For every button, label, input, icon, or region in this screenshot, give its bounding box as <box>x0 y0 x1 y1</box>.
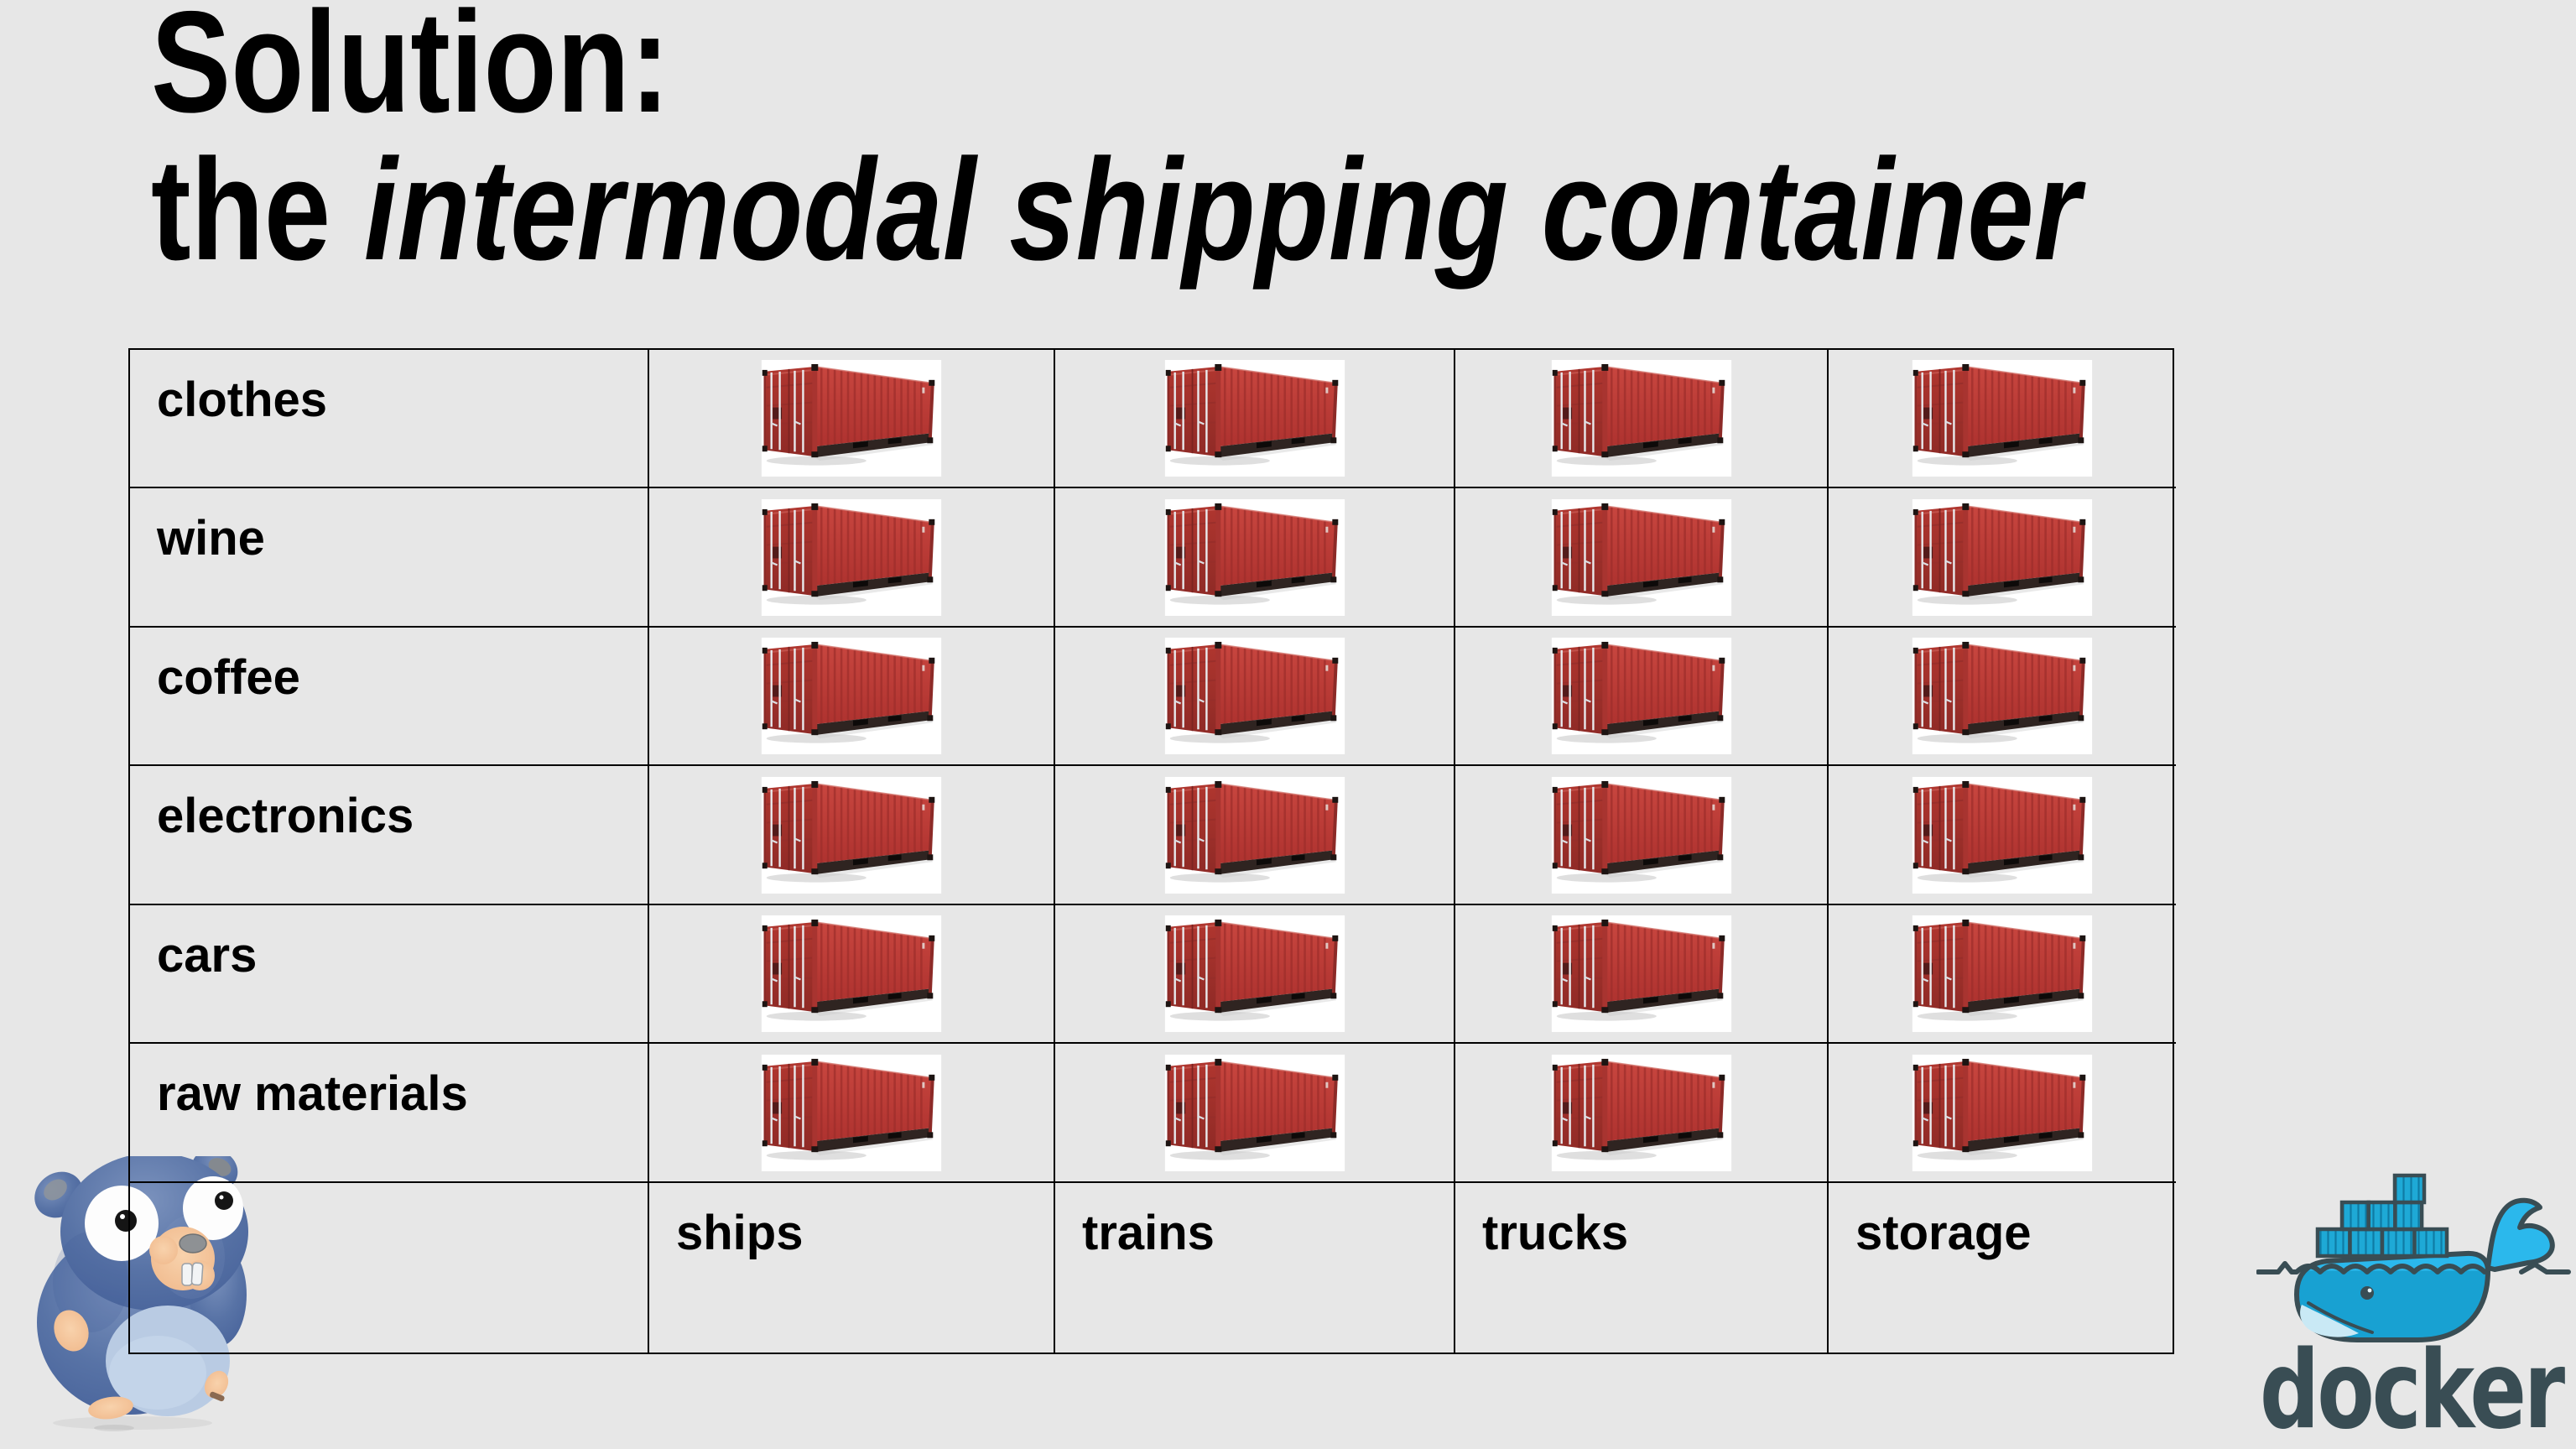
red-shipping-container-image <box>761 360 942 477</box>
waterline-wave <box>2256 1261 2571 1274</box>
cell-cars-trains <box>1055 905 1455 1044</box>
red-shipping-container-image <box>761 1055 942 1171</box>
cell-electronics-trains <box>1055 766 1455 905</box>
cell-cars-ships <box>649 905 1055 1044</box>
cell-raw-materials-ships <box>649 1044 1055 1183</box>
cell-clothes-storage <box>1829 350 2176 488</box>
row-label-coffee: coffee <box>130 628 649 766</box>
footer-empty-cell <box>130 1183 649 1353</box>
column-label-storage: storage <box>1855 1206 2032 1260</box>
red-shipping-container-image <box>1912 1055 2093 1171</box>
red-shipping-container-image <box>1164 360 1345 477</box>
docker-logo: docker <box>2256 1173 2571 1437</box>
whale-jaw <box>2300 1305 2359 1337</box>
cell-electronics-trucks <box>1455 766 1829 905</box>
red-shipping-container-image <box>1912 915 2093 1032</box>
cell-wine-trains <box>1055 488 1455 628</box>
cell-clothes-trains <box>1055 350 1455 488</box>
cell-coffee-storage <box>1829 628 2176 766</box>
red-shipping-container-image <box>761 638 942 754</box>
title-line-1: Solution: <box>151 0 670 143</box>
docker-wordmark: docker <box>2260 1328 2566 1437</box>
cell-wine-ships <box>649 488 1055 628</box>
whale-smile <box>2307 1301 2374 1334</box>
cell-wine-storage <box>1829 488 2176 628</box>
cell-coffee-trucks <box>1455 628 1829 766</box>
red-shipping-container-image <box>1551 638 1732 754</box>
red-shipping-container-image <box>1551 915 1732 1032</box>
title-line-2: the intermodal shipping container <box>151 136 2080 284</box>
cell-electronics-ships <box>649 766 1055 905</box>
gopher-muzzle <box>149 1227 215 1290</box>
whale-eye <box>2360 1286 2374 1300</box>
container-stack-icon <box>2315 1173 2449 1259</box>
column-label-ships: ships <box>649 1183 1055 1353</box>
red-shipping-container-image <box>1164 777 1345 894</box>
red-shipping-container-image <box>1164 1055 1345 1171</box>
red-shipping-container-image <box>1912 499 2093 616</box>
row-label-cars: cars <box>130 905 649 1044</box>
gopher-eyes <box>85 1176 243 1261</box>
red-shipping-container-image <box>761 499 942 616</box>
column-label-trains: trains <box>1055 1183 1455 1353</box>
gopher-belly <box>106 1306 230 1416</box>
red-shipping-container-image <box>1912 777 2093 894</box>
red-shipping-container-image <box>1551 777 1732 894</box>
cell-wine-trucks <box>1455 488 1829 628</box>
cell-raw-materials-storage <box>1829 1044 2176 1183</box>
red-shipping-container-image <box>1912 638 2093 754</box>
cell-electronics-storage <box>1829 766 2176 905</box>
red-shipping-container-image <box>761 777 942 894</box>
gopher-paws <box>54 1310 229 1420</box>
red-shipping-container-image <box>1164 638 1345 754</box>
cell-cars-trucks <box>1455 905 1829 1044</box>
cell-coffee-trains <box>1055 628 1455 766</box>
row-label-clothes: clothes <box>130 350 649 488</box>
red-shipping-container-image <box>761 915 942 1032</box>
row-label-wine: wine <box>130 488 649 628</box>
red-shipping-container-image <box>1164 915 1345 1032</box>
whale-tail <box>2485 1197 2555 1272</box>
row-label-electronics: electronics <box>130 766 649 905</box>
docker-whale-icon <box>2256 1173 2571 1342</box>
red-shipping-container-image <box>1551 360 1732 477</box>
red-shipping-container-image <box>1164 499 1345 616</box>
title-line2-lead: the <box>151 129 364 290</box>
red-shipping-container-image <box>1912 360 2093 477</box>
cell-clothes-trucks <box>1455 350 1829 488</box>
cell-clothes-ships <box>649 350 1055 488</box>
cell-cars-storage <box>1829 905 2176 1044</box>
cell-raw-materials-trucks <box>1455 1044 1829 1183</box>
cell-coffee-ships <box>649 628 1055 766</box>
cell-raw-materials-trains <box>1055 1044 1455 1183</box>
red-shipping-container-image <box>1551 1055 1732 1171</box>
column-label-trucks: trucks <box>1455 1183 1829 1353</box>
red-shipping-container-image <box>1551 499 1732 616</box>
cargo-table: clothes wine coffee electronics cars raw mate… <box>128 348 2176 1354</box>
row-label-raw-materials: raw materials <box>130 1044 649 1183</box>
title-line2-emphasis: intermodal shipping container <box>363 129 2081 290</box>
slide-title: Solution: the intermodal shipping contai… <box>151 0 2080 284</box>
